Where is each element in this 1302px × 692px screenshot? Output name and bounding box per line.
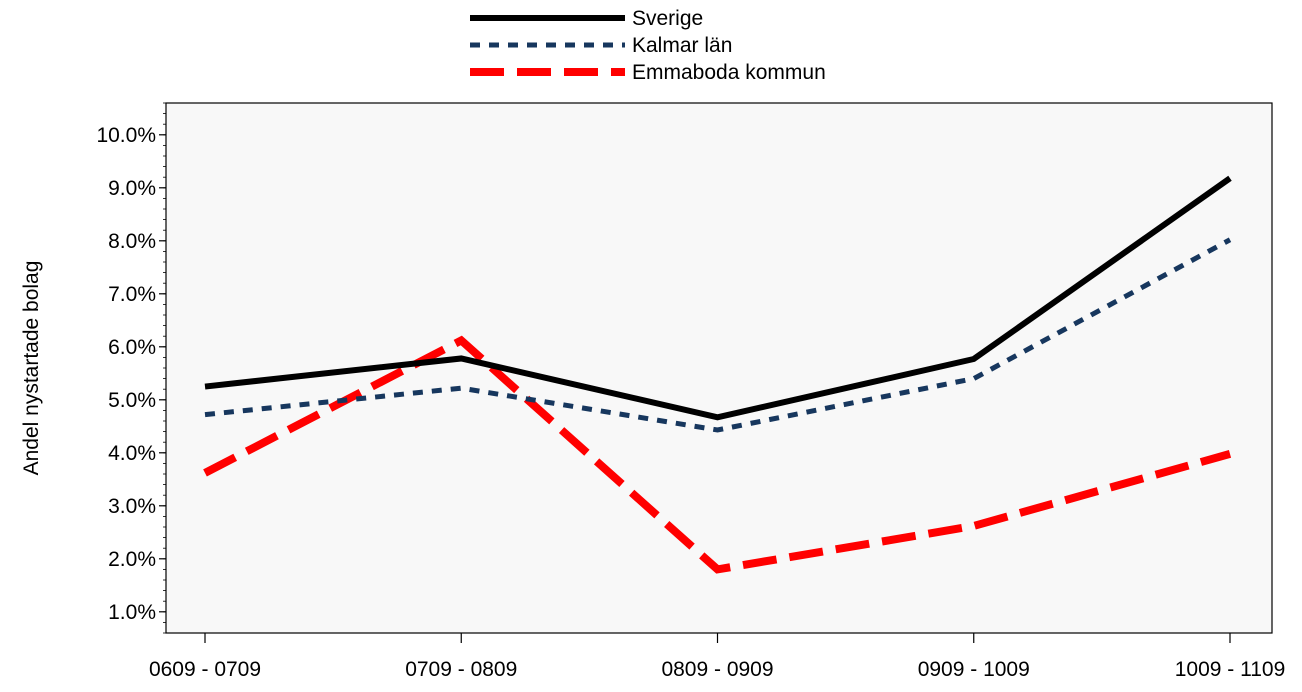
y-tick-label: 3.0% <box>108 495 156 518</box>
series-line-2 <box>203 335 1232 574</box>
series-lines <box>203 175 1232 574</box>
y-tick-label: 2.0% <box>108 548 156 571</box>
y-tick-label: 6.0% <box>108 336 156 359</box>
x-tick-label: 0809 - 0909 <box>661 658 773 681</box>
y-tick-label: 4.0% <box>108 442 156 465</box>
legend: Sverige Kalmar län Emmaboda kommun <box>470 7 826 84</box>
x-tick-label: 0909 - 1009 <box>918 658 1030 681</box>
plot-area <box>165 102 1273 634</box>
x-axis: 0609 - 0709 0709 - 0809 0809 - 0909 0909 - … <box>149 633 1285 681</box>
series-line-1 <box>204 237 1232 433</box>
y-tick-label: 5.0% <box>108 389 156 412</box>
y-tick-label: 8.0% <box>108 230 156 253</box>
series-line-0 <box>204 175 1232 421</box>
x-tick-label: 1009 - 1109 <box>1175 658 1286 681</box>
legend-label: Kalmar län <box>632 34 732 57</box>
legend-label: Sverige <box>632 7 703 30</box>
y-tick-label: 7.0% <box>108 283 156 306</box>
x-tick-label: 0609 - 0709 <box>149 658 261 681</box>
y-tick-label: 1.0% <box>108 601 156 624</box>
y-tick-label: 9.0% <box>108 177 156 200</box>
y-tick-label: 10.0% <box>96 124 156 147</box>
x-tick-label: 0709 - 0809 <box>405 658 517 681</box>
y-axis: 1.0% 2.0% 3.0% 4.0% 5.0% 6.0% 7.0% 8.0% 9.0% 10.0… <box>96 102 166 634</box>
y-axis-title: Andel nystartade bolag <box>20 261 43 476</box>
legend-label: Emmaboda kommun <box>632 61 826 84</box>
